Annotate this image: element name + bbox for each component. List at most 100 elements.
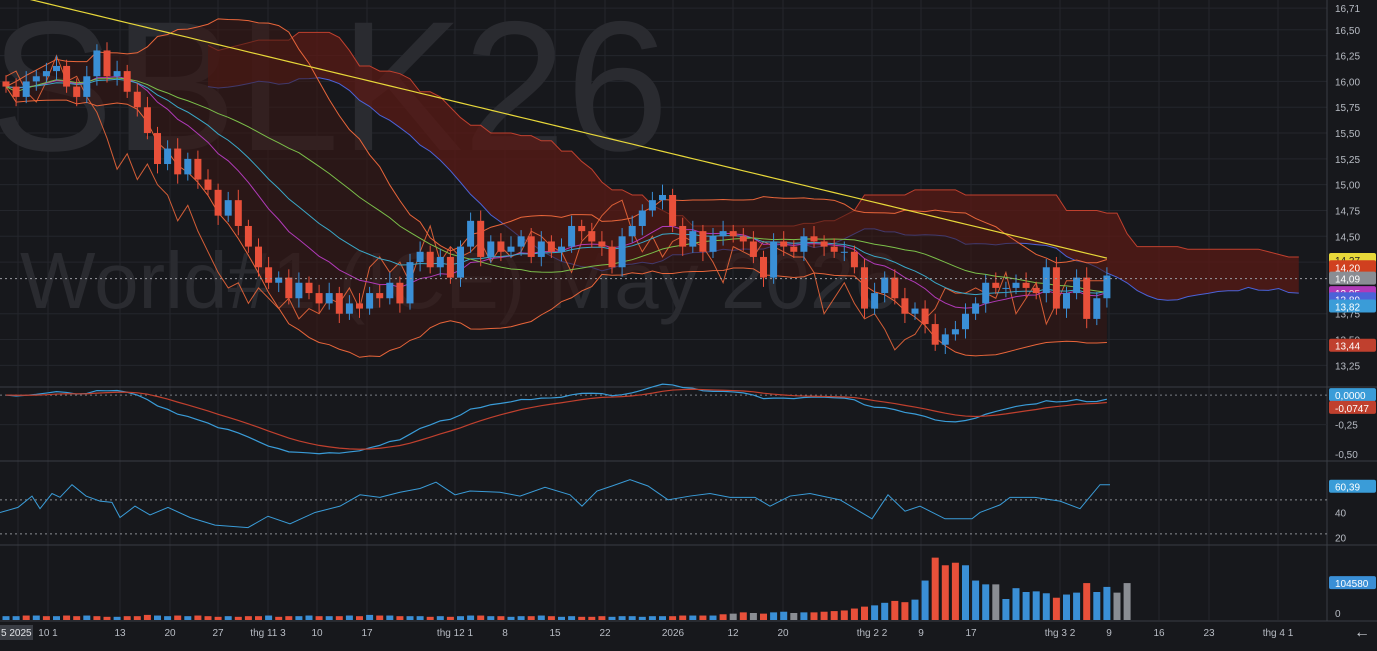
candle-body-69	[699, 231, 706, 252]
x-tick-12: 2026	[662, 628, 685, 639]
candle-body-28	[285, 278, 292, 299]
candle-body-24	[245, 226, 252, 247]
volume-bar-30	[306, 616, 313, 620]
candle-body-90	[912, 309, 919, 314]
x-tick-16: 9	[918, 628, 924, 639]
candle-body-44	[447, 257, 454, 278]
volume-bar-19	[194, 616, 201, 620]
candle-body-68	[689, 231, 696, 246]
candle-body-98	[992, 283, 999, 288]
candle-body-78	[790, 247, 797, 252]
candle-body-55	[558, 247, 565, 252]
candle-body-60	[609, 247, 616, 268]
x-tick-21: 23	[1203, 628, 1215, 639]
rsi-label: 60,39	[1335, 483, 1360, 494]
volume-bar-43	[437, 616, 444, 620]
candle-body-39	[396, 283, 403, 304]
candle-body-64	[649, 200, 656, 210]
candle-body-7	[73, 87, 80, 97]
x-tick-20: 16	[1153, 628, 1165, 639]
volume-bar-57	[578, 617, 585, 620]
volume-bar-16	[164, 616, 171, 620]
volume-bar-33	[336, 616, 343, 620]
arrow-left-icon[interactable]: ←	[1352, 624, 1372, 642]
candle-body-79	[800, 236, 807, 251]
volume-bar-15	[154, 616, 161, 620]
candle-body-12	[124, 71, 131, 92]
candle-body-104	[1053, 267, 1060, 308]
candle-body-89	[901, 298, 908, 313]
candle-body-85	[861, 267, 868, 308]
volume-bar-107	[1083, 583, 1090, 620]
price-label-5: 13,82	[1335, 303, 1360, 314]
macd-tick-0: -0,25	[1335, 421, 1358, 432]
volume-bar-73	[740, 612, 747, 620]
candle-body-6	[63, 66, 70, 87]
volume-bar-45	[457, 616, 464, 620]
x-tick-18: thg 3 2	[1045, 628, 1076, 639]
x-tick-4: 27	[212, 628, 224, 639]
candle-body-46	[467, 221, 474, 247]
x-tick-7: 17	[361, 628, 373, 639]
rsi-tick-1: 20	[1335, 534, 1347, 545]
volume-bar-68	[689, 616, 696, 620]
volume-bar-99	[1002, 599, 1009, 620]
x-tick-10: 15	[549, 628, 561, 639]
volume-bar-77	[780, 612, 787, 620]
volume-bar-48	[487, 616, 494, 620]
volume-bar-80	[811, 612, 818, 620]
candle-body-20	[205, 180, 212, 190]
candle-body-38	[386, 283, 393, 298]
volume-bar-109	[1103, 587, 1110, 620]
volume-bar-6	[63, 616, 70, 620]
macd-label-0: 0,0000	[1335, 391, 1366, 402]
volume-bar-70	[710, 616, 717, 620]
candle-body-35	[356, 303, 363, 308]
candle-body-51	[518, 236, 525, 246]
volume-bar-104	[1053, 598, 1060, 620]
candle-body-53	[538, 241, 545, 256]
x-tick-17: 17	[965, 628, 977, 639]
candle-body-94	[952, 329, 959, 334]
volume-bar-66	[669, 616, 676, 620]
volume-bar-92	[932, 558, 939, 620]
volume-bar-74	[750, 613, 757, 620]
candle-body-50	[508, 247, 515, 252]
candle-body-86	[871, 293, 878, 308]
volume-bar-13	[134, 616, 141, 620]
x-tick-11: 22	[599, 628, 611, 639]
price-tick-13: 13,25	[1335, 361, 1360, 372]
candle-body-49	[497, 241, 504, 251]
volume-bar-78	[790, 613, 797, 620]
volume-bar-46	[467, 616, 474, 620]
candle-body-33	[336, 293, 343, 314]
volume-bar-82	[831, 611, 838, 620]
volume-bar-100	[1013, 588, 1020, 620]
candle-body-1	[13, 87, 20, 97]
candle-body-76	[770, 241, 777, 277]
price-tick-6: 15,25	[1335, 155, 1360, 166]
candle-body-13	[134, 92, 141, 107]
candle-body-52	[528, 236, 535, 257]
volume-bar-94	[952, 563, 959, 620]
candle-body-87	[881, 278, 888, 293]
volume-bar-55	[558, 617, 565, 620]
volume-bar-11	[114, 617, 121, 620]
candle-body-74	[750, 241, 757, 256]
volume-bar-49	[497, 616, 504, 620]
price-tick-2: 16,25	[1335, 52, 1360, 63]
candle-body-105	[1063, 293, 1070, 308]
volume-bar-51	[518, 616, 525, 620]
price-tick-9: 14,50	[1335, 232, 1360, 243]
volume-bar-22	[225, 616, 232, 620]
candle-body-66	[669, 195, 676, 226]
volume-bar-110	[1114, 593, 1121, 620]
candle-body-84	[851, 252, 858, 267]
candle-body-47	[477, 221, 484, 257]
candle-body-92	[932, 324, 939, 345]
x-tick-1: 10 1	[38, 628, 58, 639]
volume-bar-103	[1043, 593, 1050, 620]
candle-body-43	[437, 257, 444, 267]
